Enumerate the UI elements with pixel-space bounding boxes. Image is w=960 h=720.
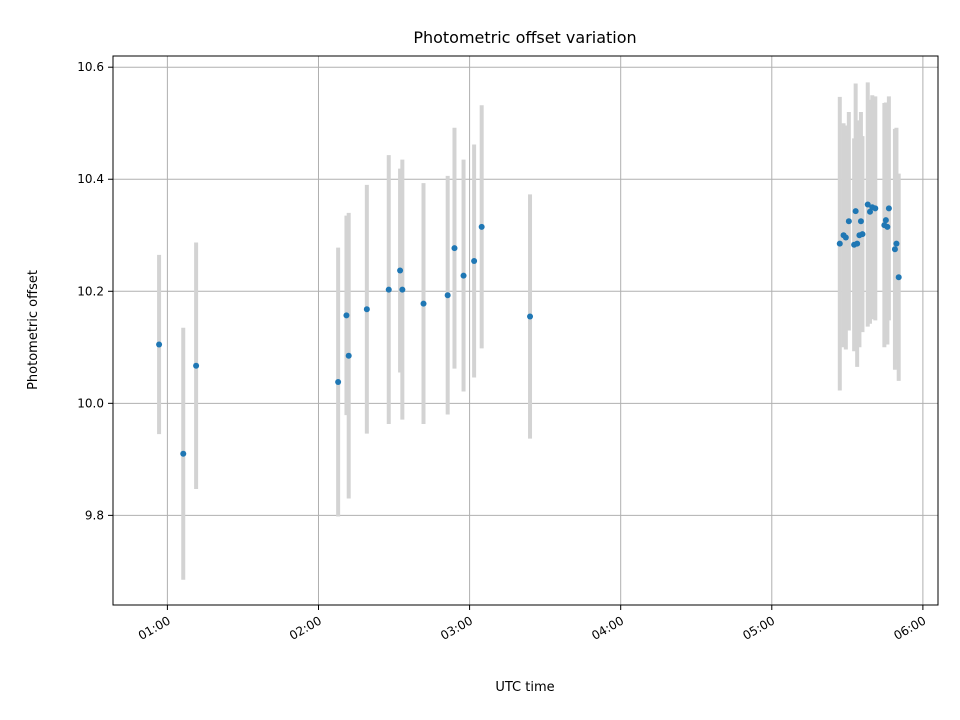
- y-axis-label: Photometric offset: [26, 270, 41, 390]
- y-tick-label: 10.2: [77, 284, 104, 298]
- y-tick-label: 9.8: [85, 508, 104, 522]
- chart-title: Photometric offset variation: [413, 28, 636, 47]
- data-point: [891, 246, 898, 253]
- data-point: [893, 240, 900, 247]
- data-point: [864, 201, 871, 208]
- y-tick-label: 10.4: [77, 172, 104, 186]
- data-point: [527, 313, 534, 320]
- plot-frame: [112, 55, 939, 606]
- data-point: [867, 208, 874, 215]
- data-point: [854, 240, 861, 247]
- data-point: [385, 286, 392, 293]
- data-point: [156, 341, 163, 348]
- data-point: [885, 205, 892, 212]
- data-point: [399, 286, 406, 293]
- data-point: [451, 245, 458, 252]
- data-point: [852, 208, 859, 215]
- data-point: [193, 362, 200, 369]
- data-point: [471, 258, 478, 265]
- data-point: [836, 240, 843, 247]
- data-point: [343, 312, 350, 319]
- x-axis-label: UTC time: [495, 680, 554, 695]
- data-point: [872, 205, 879, 212]
- data-point: [460, 272, 467, 279]
- data-point: [882, 217, 889, 224]
- data-point: [842, 234, 849, 241]
- data-point: [857, 218, 864, 225]
- data-point: [845, 218, 852, 225]
- data-point: [420, 300, 427, 307]
- data-point: [895, 274, 902, 281]
- data-point: [859, 231, 866, 238]
- data-point: [335, 379, 342, 386]
- y-tick-label: 10.0: [77, 396, 104, 410]
- y-axis-ticks: 9.8 10.0 10.2 10.4 10.6: [77, 60, 113, 522]
- data-point: [444, 292, 451, 299]
- y-tick-label: 10.6: [77, 60, 104, 74]
- data-point: [478, 223, 485, 230]
- grid-lines: [113, 56, 938, 605]
- data-points: [156, 201, 902, 457]
- data-point: [363, 306, 370, 313]
- data-point: [397, 267, 404, 274]
- data-point: [345, 352, 352, 359]
- data-point: [180, 450, 187, 457]
- data-point: [884, 223, 891, 230]
